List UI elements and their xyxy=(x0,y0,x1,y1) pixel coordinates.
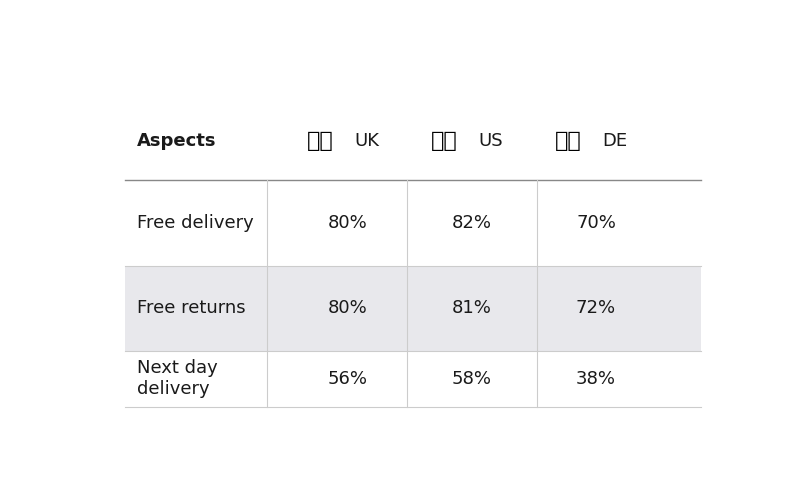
FancyBboxPatch shape xyxy=(125,266,702,351)
Text: Next day
delivery: Next day delivery xyxy=(138,360,218,398)
Text: Free returns: Free returns xyxy=(138,299,246,317)
Text: Free delivery: Free delivery xyxy=(138,214,254,232)
Text: 🇺🇸: 🇺🇸 xyxy=(430,132,458,151)
Text: 38%: 38% xyxy=(576,370,616,388)
Text: US: US xyxy=(478,133,503,150)
Text: 82%: 82% xyxy=(452,214,492,232)
Text: 🇬🇧: 🇬🇧 xyxy=(306,132,334,151)
Text: 58%: 58% xyxy=(452,370,492,388)
Text: 56%: 56% xyxy=(328,370,368,388)
Text: 80%: 80% xyxy=(328,299,368,317)
Text: DE: DE xyxy=(602,133,627,150)
Text: 80%: 80% xyxy=(328,214,368,232)
Text: Aspects: Aspects xyxy=(138,133,217,150)
Text: 🇩🇪: 🇩🇪 xyxy=(554,132,582,151)
Text: 70%: 70% xyxy=(576,214,616,232)
Text: 81%: 81% xyxy=(452,299,492,317)
Text: 72%: 72% xyxy=(576,299,616,317)
Text: UK: UK xyxy=(354,133,379,150)
